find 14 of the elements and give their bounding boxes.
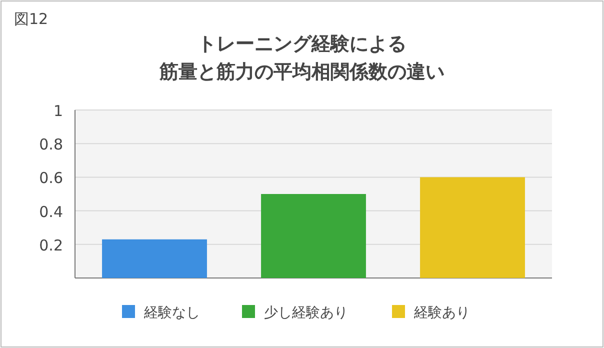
y-tick-label: 0.6 <box>39 169 63 188</box>
legend-label: 経験なし <box>143 305 200 321</box>
y-tick-label: 0.4 <box>39 202 63 221</box>
y-tick-label: 0.2 <box>39 236 63 254</box>
legend-label: 少し経験あり <box>264 305 348 321</box>
bar <box>102 239 207 278</box>
y-tick-label: 1 <box>53 102 63 120</box>
legend-label: 経験あり <box>413 305 470 321</box>
chart-title: トレーニング経験による <box>198 33 406 55</box>
bar <box>261 194 366 278</box>
caption: 図12 <box>14 10 48 28</box>
bar <box>420 177 525 278</box>
y-tick-label: 0.8 <box>39 136 63 154</box>
chart-subtitle: 筋量と筋力の平均相関係数の違い <box>158 61 444 83</box>
